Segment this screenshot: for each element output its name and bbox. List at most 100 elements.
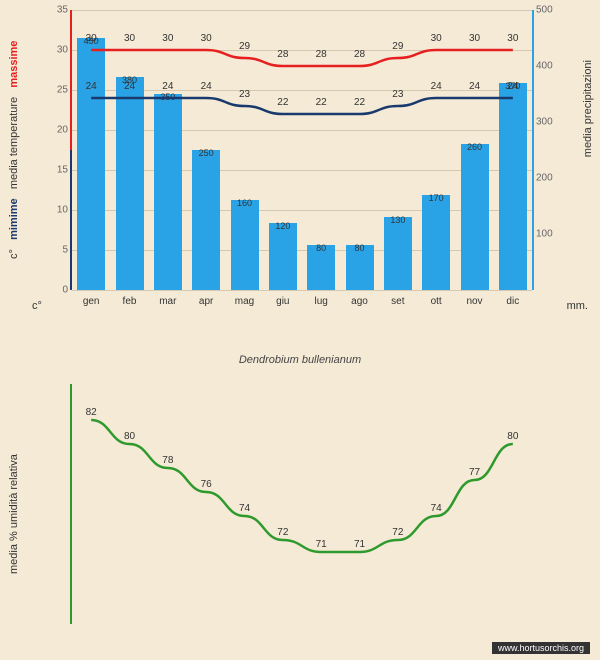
temp-tick: 5 <box>62 245 72 256</box>
month-label: nov <box>466 290 482 307</box>
mid-label: media temperature <box>8 97 20 189</box>
month-label: giu <box>276 290 289 307</box>
precip-tick: 100 <box>532 229 553 240</box>
month-label: feb <box>123 290 137 307</box>
plot-area-bottom: 82 80 78 76 74 72 71 71 72 74 77 80 <box>70 384 532 624</box>
precip-tick: 300 <box>532 117 553 128</box>
tmin-value: 24 <box>431 81 442 92</box>
precip-bar: 170 <box>422 195 450 290</box>
temp-tick: 10 <box>57 205 72 216</box>
month-label: apr <box>199 290 213 307</box>
month-label: ago <box>351 290 368 307</box>
precip-bar: 250 <box>192 150 220 290</box>
subtitle: Dendrobium bullenianum <box>0 354 600 366</box>
humidity-value: 82 <box>86 407 97 418</box>
month-label: set <box>391 290 404 307</box>
temp-axis-label: c° mimime media temperature massime <box>8 10 20 290</box>
max-label: massime <box>8 41 20 88</box>
humidity-axis-label: media % umidità relativa <box>8 394 20 634</box>
tmax-value: 30 <box>431 33 442 44</box>
humidity-value: 72 <box>392 527 403 538</box>
grid-line <box>72 290 532 291</box>
humidity-chart: media % umidità relativa 82 80 78 76 74 72 71 7… <box>0 374 600 654</box>
tmax-value: 30 <box>469 33 480 44</box>
humidity-value: 78 <box>162 455 173 466</box>
precip-bar: 80 <box>346 245 374 290</box>
precip-value: 160 <box>237 198 252 208</box>
precip-value: 80 <box>354 243 364 253</box>
tmin-value: 24 <box>201 81 212 92</box>
watermark: www.hortusorchis.org <box>492 642 590 654</box>
mm-bottom-label: mm. <box>567 300 588 312</box>
tmin-value: 23 <box>392 89 403 100</box>
precip-tick: 200 <box>532 173 553 184</box>
humidity-line <box>72 384 532 624</box>
precip-tick: 500 <box>532 5 553 16</box>
humidity-value: 74 <box>431 503 442 514</box>
tmax-value: 30 <box>162 33 173 44</box>
humidity-value: 71 <box>316 539 327 550</box>
tmax-value: 30 <box>201 33 212 44</box>
humidity-value: 80 <box>124 431 135 442</box>
tmax-value: 30 <box>86 33 97 44</box>
humidity-value: 76 <box>201 479 212 490</box>
precip-bar: 130 <box>384 217 412 290</box>
humidity-value: 77 <box>469 467 480 478</box>
precip-value: 80 <box>316 243 326 253</box>
month-label: gen <box>83 290 100 307</box>
tmin-value: 24 <box>469 81 480 92</box>
precip-bar: 260 <box>461 144 489 290</box>
temp-tick: 35 <box>57 5 72 16</box>
tmin-value: 22 <box>277 97 288 108</box>
month-label: mar <box>159 290 176 307</box>
tmax-value: 28 <box>277 49 288 60</box>
temp-tick: 15 <box>57 165 72 176</box>
precip-bar: 380 <box>116 77 144 290</box>
tmax-value: 30 <box>124 33 135 44</box>
month-label: lug <box>314 290 327 307</box>
tmax-value: 29 <box>392 41 403 52</box>
c-label: c° <box>8 249 20 259</box>
tmin-value: 22 <box>354 97 365 108</box>
month-label: dic <box>506 290 519 307</box>
precip-bar: 80 <box>307 245 335 290</box>
tmax-value: 28 <box>316 49 327 60</box>
climate-chart-top: c° mimime media temperature massime medi… <box>0 0 600 350</box>
precip-bar: 160 <box>231 200 259 290</box>
tmax-value: 29 <box>239 41 250 52</box>
humidity-value: 74 <box>239 503 250 514</box>
tmin-value: 24 <box>86 81 97 92</box>
precip-axis-label: media precipitazioni <box>582 60 594 157</box>
precip-bar: 450 <box>77 38 105 290</box>
tmin-value: 22 <box>316 97 327 108</box>
tmax-value: 30 <box>507 33 518 44</box>
precip-value: 260 <box>467 142 482 152</box>
precip-value: 170 <box>429 193 444 203</box>
min-label: mimime <box>8 199 20 241</box>
tmin-value: 24 <box>124 81 135 92</box>
temp-tick: 25 <box>57 85 72 96</box>
tmin-value: 24 <box>507 81 518 92</box>
grid-line <box>72 10 532 11</box>
temp-tick: 0 <box>62 285 72 296</box>
temp-tick: 20 <box>57 125 72 136</box>
tmin-value: 24 <box>162 81 173 92</box>
month-label: mag <box>235 290 254 307</box>
c-bottom-label: c° <box>32 300 42 312</box>
grid-line <box>72 50 532 51</box>
precip-tick: 400 <box>532 61 553 72</box>
precip-value: 350 <box>160 92 175 102</box>
humidity-value: 72 <box>277 527 288 538</box>
precip-bar: 120 <box>269 223 297 290</box>
tmin-value: 23 <box>239 89 250 100</box>
humidity-value: 80 <box>507 431 518 442</box>
humidity-value: 71 <box>354 539 365 550</box>
precip-bar: 370 <box>499 83 527 290</box>
month-label: ott <box>431 290 442 307</box>
temp-tick: 30 <box>57 45 72 56</box>
plot-area-top: 05101520253035100200300400500450gen30243… <box>70 10 534 290</box>
precip-value: 250 <box>199 148 214 158</box>
precip-value: 120 <box>275 221 290 231</box>
precip-bar: 350 <box>154 94 182 290</box>
precip-value: 130 <box>390 215 405 225</box>
